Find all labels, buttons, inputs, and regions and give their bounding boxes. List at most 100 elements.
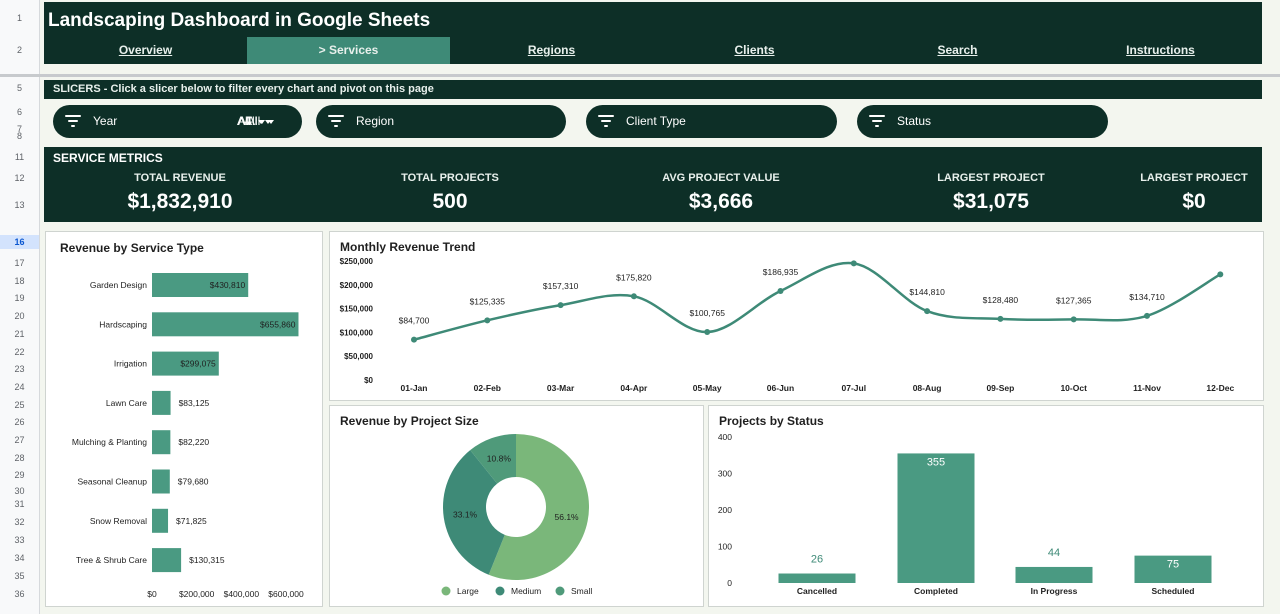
- x-tick-label: 03-Mar: [547, 383, 575, 393]
- bar: [152, 312, 299, 337]
- slicer-label: Region: [356, 114, 395, 128]
- data-label: $655,860: [260, 319, 296, 329]
- tab-clients[interactable]: Clients: [734, 43, 775, 57]
- row-number[interactable]: 18: [14, 276, 25, 286]
- row-number[interactable]: 2: [16, 45, 22, 55]
- metric-value: $31,075: [953, 190, 1029, 213]
- monthly-revenue-chart: $0 $50,000 $100,000 $150,000 $200,000 $250,00…: [340, 257, 1235, 393]
- project-size-panel: Revenue by Project Size 56.1% 33.1% 10.8% L…: [329, 405, 704, 607]
- metric-value: $1,832,910: [127, 190, 233, 213]
- category-label: Mulching & Planting: [72, 437, 147, 447]
- legend-label: Large: [457, 586, 479, 596]
- frozen-rows-divider: [0, 74, 1280, 77]
- data-label: $84,700: [399, 316, 430, 326]
- tick-label: $200,000: [179, 589, 215, 599]
- data-label: $125,335: [470, 296, 506, 306]
- dashboard-sheet: Landscaping Dashboard in Google Sheets O…: [44, 0, 1264, 614]
- bar: [152, 548, 182, 573]
- tab-instructions[interactable]: Instructions: [1126, 43, 1195, 57]
- data-label: $71,825: [176, 516, 207, 526]
- row-number[interactable]: 6: [16, 107, 22, 117]
- bar: [152, 351, 219, 376]
- tick-label: $600,000: [268, 589, 304, 599]
- slicer-client-type[interactable]: Client Type All: [237, 105, 837, 138]
- row-number[interactable]: 1: [16, 13, 22, 23]
- row-number[interactable]: 7: [16, 124, 22, 134]
- metric-card: LARGEST PROJECT $0: [1084, 172, 1280, 214]
- bar: [152, 469, 170, 494]
- data-point: [1070, 316, 1077, 323]
- data-label: $130,315: [189, 555, 225, 565]
- bar: [1134, 555, 1212, 583]
- row-number[interactable]: 17: [14, 258, 25, 268]
- slice-label: 33.1%: [453, 510, 478, 520]
- tab-overview[interactable]: Overview: [118, 43, 173, 57]
- x-tick-label: Cancelled: [797, 586, 837, 596]
- tab-services[interactable]: > Services: [247, 37, 450, 64]
- data-label: $134,710: [1129, 292, 1165, 302]
- row-number[interactable]: 35: [14, 571, 25, 581]
- x-tick-label: Completed: [914, 586, 958, 596]
- metric-label: LARGEST PROJECT: [937, 172, 1045, 184]
- x-tick-label: 06-Jun: [767, 383, 794, 393]
- slicer-value: All: [237, 114, 251, 128]
- row-number[interactable]: 25: [14, 400, 25, 410]
- slicer-region[interactable]: Region All: [244, 105, 566, 138]
- pie-slice: [470, 434, 516, 484]
- row-number[interactable]: 12: [14, 173, 25, 183]
- row-number[interactable]: 13: [14, 200, 25, 210]
- data-label: 355: [927, 456, 945, 468]
- row-number[interactable]: 36: [14, 589, 25, 599]
- row-number[interactable]: 24: [14, 382, 25, 392]
- row-number[interactable]: 20: [14, 311, 25, 321]
- row-number[interactable]: 28: [14, 453, 25, 463]
- bar: [778, 573, 856, 583]
- chart-title: Revenue by Project Size: [340, 414, 479, 428]
- legend-label: Medium: [511, 586, 541, 596]
- data-point: [630, 293, 637, 300]
- revenue-by-service-chart: Garden Design $430,810 Hardscaping $655,860…: [72, 273, 304, 599]
- legend-swatch: [555, 586, 565, 596]
- row-number[interactable]: 30: [14, 486, 25, 496]
- category-label: Hardscaping: [99, 319, 147, 329]
- tab-regions[interactable]: Regions: [527, 43, 576, 57]
- metric-value: $3,666: [688, 190, 754, 213]
- row-number[interactable]: 5: [16, 83, 22, 93]
- data-label: $79,680: [178, 477, 209, 487]
- bar: [152, 390, 171, 415]
- data-point: [997, 315, 1004, 322]
- x-tick-label: 01-Jan: [401, 383, 428, 393]
- y-tick-label: $200,000: [340, 281, 374, 290]
- tab-search[interactable]: Search: [937, 43, 978, 57]
- y-tick-label: 300: [718, 469, 732, 479]
- x-tick-label: 10-Oct: [1060, 383, 1087, 393]
- y-tick-label: $0: [364, 376, 373, 385]
- slicer-status[interactable]: Status All: [238, 105, 1108, 138]
- slicer-value: All: [247, 114, 261, 128]
- row-number[interactable]: 8: [16, 131, 22, 141]
- row-number[interactable]: 16: [0, 235, 39, 249]
- filter-icon: [65, 115, 81, 128]
- slicer-year[interactable]: Year All: [53, 105, 302, 138]
- row-number[interactable]: 11: [14, 152, 25, 162]
- category-label: Snow Removal: [90, 516, 147, 526]
- row-number[interactable]: 26: [14, 417, 25, 427]
- row-number[interactable]: 32: [14, 517, 25, 527]
- data-point: [850, 260, 857, 267]
- row-number[interactable]: 34: [14, 553, 25, 563]
- row-number[interactable]: 22: [14, 347, 25, 357]
- data-label: $83,125: [179, 398, 210, 408]
- row-number[interactable]: 19: [14, 293, 25, 303]
- row-number[interactable]: 21: [14, 329, 25, 339]
- row-number[interactable]: 27: [14, 435, 25, 445]
- row-number[interactable]: 23: [14, 364, 25, 374]
- project-status-chart: 0 100 200 300 400 26 Cancelled 355 Completed 44 In…: [718, 432, 1212, 596]
- row-number[interactable]: 33: [14, 535, 25, 545]
- bar: [897, 453, 975, 583]
- data-label: $82,220: [178, 437, 209, 447]
- row-number[interactable]: 29: [14, 470, 25, 480]
- row-number[interactable]: 31: [14, 499, 25, 509]
- metric-value: $0: [1182, 190, 1206, 213]
- service-metrics: SERVICE METRICS TOTAL REVENUE $1,832,910 T…: [44, 147, 1262, 222]
- dashboard-title: Landscaping Dashboard in Google Sheets: [48, 10, 431, 31]
